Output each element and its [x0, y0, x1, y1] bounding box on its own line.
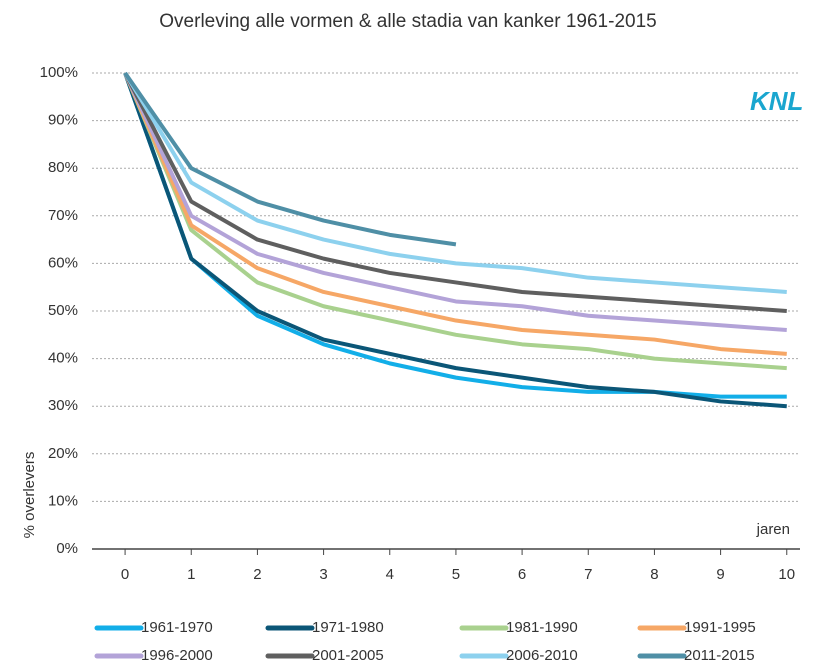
y-tick-label: 60%	[48, 254, 78, 271]
x-tick-label: 10	[778, 566, 795, 583]
legend-label: 1981-1990	[506, 619, 578, 636]
legend-label: 1971-1980	[312, 619, 384, 636]
y-tick-label: 10%	[48, 492, 78, 509]
x-tick-label: 9	[716, 566, 724, 583]
legend-label: 2001-2005	[312, 647, 384, 664]
y-tick-label: 70%	[48, 207, 78, 224]
series-line	[123, 72, 787, 313]
legend-label: 1996-2000	[141, 647, 213, 664]
x-tick-label: 2	[253, 566, 261, 583]
series-line	[123, 72, 787, 409]
legend-label: 2006-2010	[506, 647, 578, 664]
x-axis-label: jaren	[756, 521, 790, 538]
chart-title: Overleving alle vormen & alle stadia van…	[159, 11, 656, 32]
x-tick-label: 0	[121, 566, 129, 583]
y-tick-label: 0%	[56, 540, 78, 557]
legend-label: 2011-2015	[684, 647, 755, 664]
series-line	[123, 72, 787, 333]
series-line	[123, 72, 787, 371]
x-tick-label: 3	[319, 566, 327, 583]
y-tick-label: 50%	[48, 302, 78, 319]
y-tick-label: 40%	[48, 350, 78, 367]
y-tick-label: 90%	[48, 112, 78, 129]
x-tick-label: 4	[386, 566, 394, 583]
y-tick-label: 80%	[48, 159, 78, 176]
y-tick-label: 100%	[40, 64, 78, 81]
y-tick-label: 20%	[48, 445, 78, 462]
x-tick-label: 6	[518, 566, 526, 583]
x-tick-label: 1	[187, 566, 195, 583]
series-line	[123, 72, 787, 356]
legend-label: 1991-1995	[684, 619, 756, 636]
x-tick-label: 7	[584, 566, 592, 583]
x-tick-label: 8	[650, 566, 658, 583]
y-tick-label: 30%	[48, 397, 78, 414]
x-tick-label: 5	[452, 566, 460, 583]
legend-label: 1961-1970	[141, 619, 213, 636]
logo: KNL	[750, 86, 803, 116]
series-line	[123, 71, 787, 294]
y-axis-label: % overlevers	[21, 452, 38, 539]
series-line	[123, 71, 457, 247]
